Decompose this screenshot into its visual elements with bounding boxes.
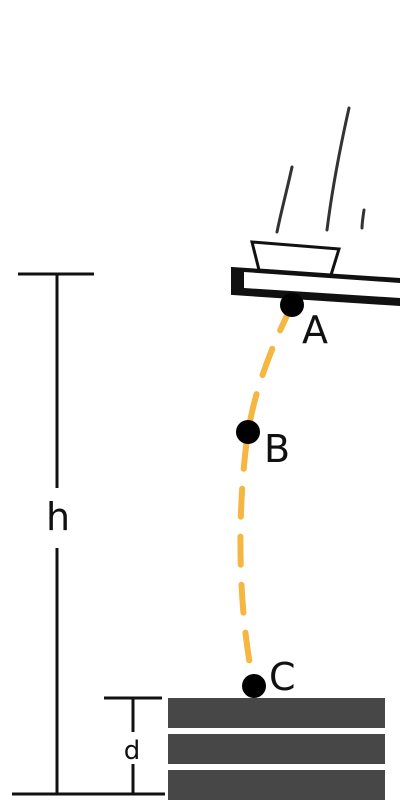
point-c-label: C <box>269 655 296 699</box>
depth-dimension: d <box>104 696 162 794</box>
slab-stack <box>168 698 385 800</box>
depth-label: d <box>124 736 141 766</box>
platform-top <box>244 272 400 298</box>
point-b-marker <box>236 420 260 444</box>
motion-line-icon <box>360 208 366 230</box>
height-label: h <box>46 495 70 539</box>
slab-top <box>168 698 385 728</box>
launcher-platform <box>231 106 400 307</box>
cup-icon <box>250 240 341 277</box>
point-a-label: A <box>302 308 328 352</box>
point-b-label: B <box>264 427 290 471</box>
motion-line-icon <box>325 106 351 232</box>
trajectory-path <box>237 302 295 689</box>
motion-line-icon <box>275 165 294 234</box>
slab-bottom <box>168 770 385 800</box>
height-dimension: h <box>12 272 165 796</box>
slab-middle <box>168 734 385 764</box>
point-a-marker <box>280 293 304 317</box>
point-c-marker <box>242 674 266 698</box>
